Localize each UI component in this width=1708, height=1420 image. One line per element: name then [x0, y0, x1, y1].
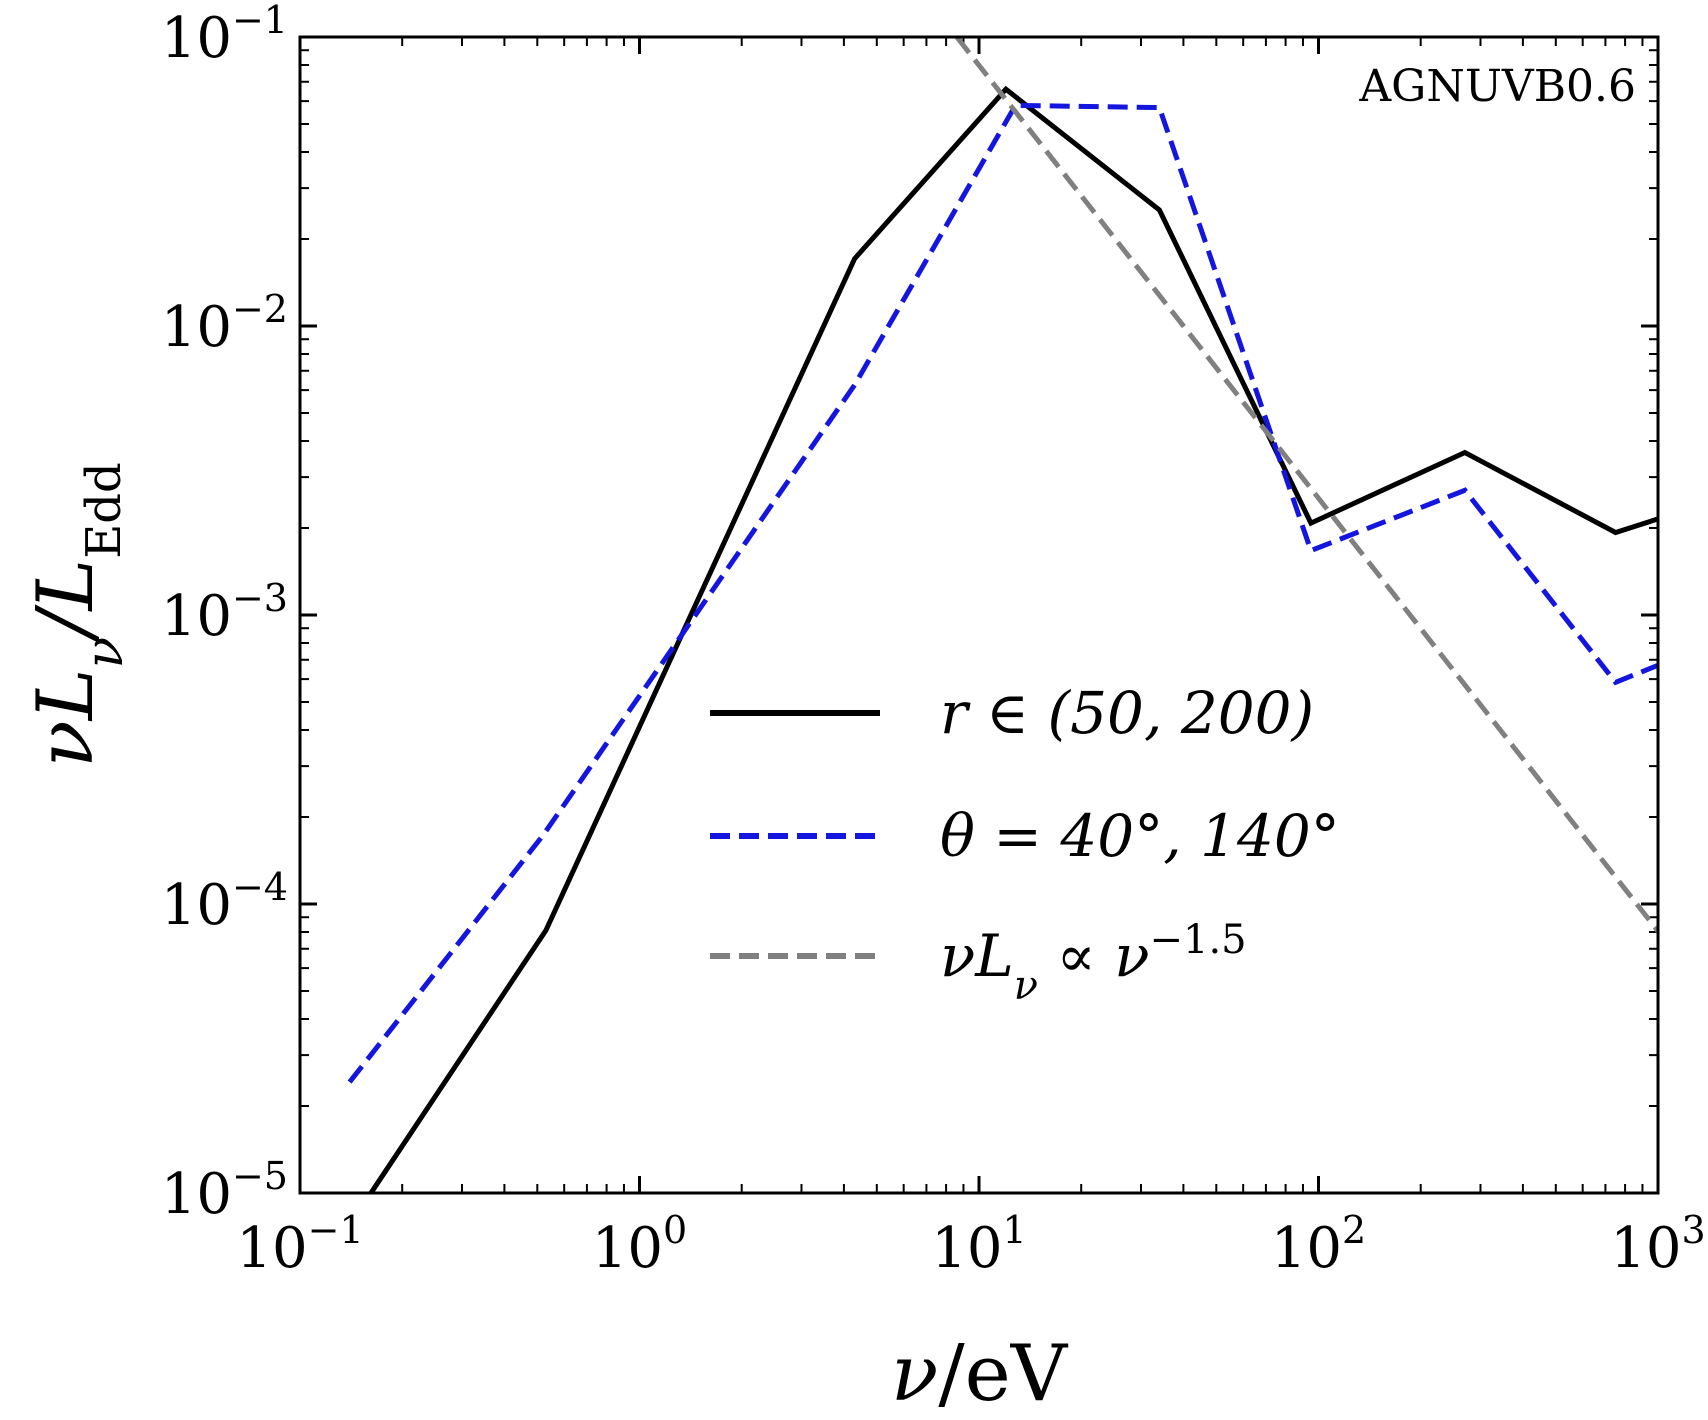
x-tick-label-exponent: −1	[308, 1208, 364, 1252]
y-tick-label-exponent: −4	[232, 865, 288, 909]
y-tick-label-base: 10	[161, 1162, 232, 1227]
x-tick-label-exponent: 0	[663, 1208, 687, 1252]
y-tick-label-base: 10	[161, 584, 232, 649]
x-tick-label-exponent: 1	[1003, 1208, 1027, 1252]
y-tick-label-exponent: −5	[232, 1154, 288, 1198]
legend-label-main: νL	[940, 922, 1014, 990]
y-tick-label-base: 10	[161, 873, 232, 938]
x-tick-label-exponent: 3	[1682, 1208, 1706, 1252]
x-tick-label-exponent: 2	[1342, 1208, 1366, 1252]
y-axis-title-sub-edd: Edd	[76, 462, 132, 559]
y-tick-label: 10−2	[161, 287, 288, 360]
legend-label-1: θ = 40°, 140°	[940, 802, 1340, 870]
legend-label-superscript: −1.5	[1150, 917, 1247, 963]
legend-label-tail: ∝ ν	[1038, 922, 1149, 990]
y-tick-label: 10−1	[161, 0, 288, 71]
legend-label-0: r ∈ (50, 200)	[940, 679, 1314, 747]
y-tick-label: 10−5	[161, 1154, 288, 1227]
major-ticks	[298, 35, 1660, 1195]
model-annotation: AGNUVB0.6	[1358, 61, 1636, 112]
plot-frame	[298, 35, 1660, 1195]
x-tick-label: 101	[931, 1208, 1026, 1281]
y-tick-label: 10−4	[161, 865, 288, 938]
legend-label-2: νLν ∝ ν−1.5	[940, 917, 1247, 1009]
x-tick-label-base: 10	[592, 1216, 663, 1281]
legend: r ∈ (50, 200) θ = 40°, 140° νLν ∝ ν−1.5	[710, 679, 1340, 1009]
x-axis-title: ν/eV	[891, 1329, 1069, 1419]
x-axis-title-symbol: ν	[891, 1329, 938, 1419]
y-tick-label-base: 10	[161, 6, 232, 71]
legend-label-subscript: ν	[1014, 963, 1038, 1009]
x-tick-label-base: 10	[931, 1216, 1002, 1281]
x-tick-label: 10−1	[236, 1208, 363, 1281]
series-layer	[347, 37, 1658, 1193]
y-tick-label-exponent: −1	[232, 0, 288, 42]
x-tick-label-base: 10	[1271, 1216, 1342, 1281]
x-tick-label-base: 10	[1610, 1216, 1681, 1281]
x-tick-label: 102	[1271, 1208, 1366, 1281]
x-axis-title-unit: /eV	[938, 1329, 1068, 1419]
y-axis-title-main: νL	[21, 668, 111, 767]
series-line-0	[367, 85, 1658, 1193]
y-tick-label-base: 10	[161, 295, 232, 360]
x-tick-label: 100	[592, 1208, 687, 1281]
y-tick-label: 10−3	[161, 576, 288, 649]
series-line-2	[954, 37, 1658, 933]
y-axis-title-slash: /L	[21, 559, 111, 644]
y-tick-label-exponent: −2	[232, 287, 288, 331]
series-line-1	[347, 102, 1658, 1084]
x-tick-label: 103	[1610, 1208, 1705, 1281]
x-tick-label-base: 10	[236, 1216, 307, 1281]
y-tick-label-exponent: −3	[232, 576, 288, 620]
y-axis-title-sub-nu: ν	[75, 637, 135, 669]
minor-ticks	[300, 37, 1658, 1193]
y-axis-title: νLν/LEdd	[21, 462, 135, 767]
